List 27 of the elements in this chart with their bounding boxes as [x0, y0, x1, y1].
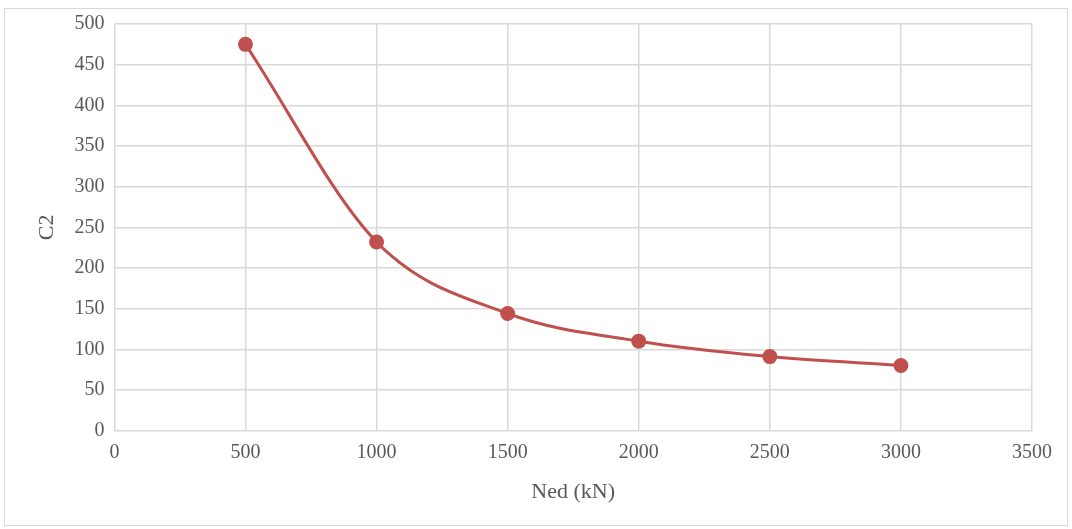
point [369, 234, 385, 250]
y-tick-label: 250 [74, 214, 105, 237]
x-tick-label: 1500 [487, 439, 528, 462]
y-tick-label: 350 [74, 133, 105, 156]
x-tick-label: 2000 [618, 439, 659, 462]
x-axis-title: Ned (kN) [531, 477, 616, 503]
x-tick-label: 0 [109, 439, 120, 462]
y-tick-label: 450 [74, 51, 105, 74]
point [762, 349, 778, 365]
point [631, 333, 647, 349]
y-tick-label: 50 [84, 377, 105, 400]
y-tick-label: 300 [74, 173, 105, 196]
y-tick-label: 150 [74, 295, 105, 318]
x-tick-label: 2500 [749, 439, 790, 462]
y-tick-label: 0 [94, 417, 105, 440]
y-axis-title: C2 [32, 214, 58, 241]
y-tick-label: 200 [74, 255, 105, 278]
y-tick-label: 100 [74, 336, 105, 359]
y-tick-label: 500 [74, 11, 105, 34]
y-tick-label: 400 [74, 92, 105, 115]
x-tick-label: 3500 [1012, 439, 1052, 462]
point [237, 36, 253, 52]
point [893, 358, 909, 374]
x-tick-label: 500 [230, 439, 261, 462]
x-tick-label: 1000 [356, 439, 397, 462]
x-tick-label: 3000 [880, 439, 921, 462]
point [500, 306, 516, 321]
